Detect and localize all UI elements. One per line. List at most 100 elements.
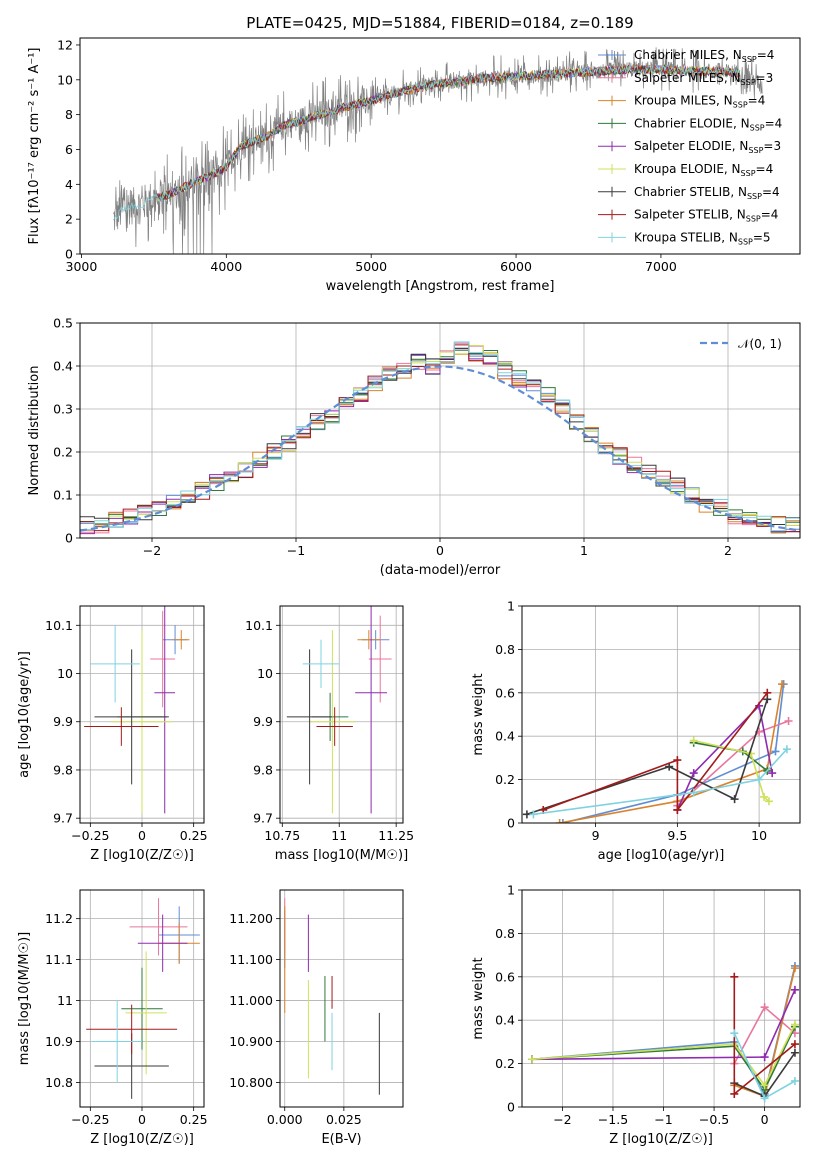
age-vs-mass-panel: 10.75 11 11.25 9.7 9.8 9.9 10 10.1 mass [log10(M…: [245, 605, 414, 863]
plot-frame: [521, 889, 801, 1108]
weight-point-marker: [790, 1076, 799, 1085]
plot-area: [86, 898, 200, 1099]
legend-label: 𝒩(0, 1): [738, 337, 782, 351]
legend-value: =4: [757, 48, 775, 62]
y-tick-label: 10: [257, 666, 273, 681]
model-spectrum-kroupa-elodie: [156, 65, 741, 203]
plot-area: [112, 47, 763, 254]
y-tick-label: 0.1: [53, 488, 73, 503]
x-tick-label: −0.5: [699, 1112, 729, 1127]
weight-point-marker: [760, 792, 769, 801]
x-tick-label: 0: [436, 543, 444, 558]
weight-point-marker: [778, 680, 787, 689]
legend-label: Salpeter STELIB, NSSP=4: [634, 208, 778, 224]
x-tick-label: 9.5: [667, 828, 687, 843]
plot-frame: [79, 889, 205, 1108]
weight-line-salpeter-elodie: [676, 704, 773, 811]
y-tick-label: 9.8: [53, 762, 73, 777]
weight-line-kroupa-miles: [559, 683, 783, 823]
x-tick-label: −2: [553, 1112, 571, 1127]
y-axis-label: Flux [fλ10⁻¹⁷ erg cm⁻² s⁻¹ A⁻¹]: [27, 48, 42, 245]
y-tick-label: 0.4: [495, 1013, 515, 1028]
weight-line-kroupa-stelib: [533, 748, 788, 816]
legend-subscript: SSP: [738, 237, 753, 246]
spectrum-panel: 3000 4000 5000 6000 7000 0 2 4 6 8 10 12 wavelength …: [27, 37, 801, 294]
y-tick-label: 2: [65, 212, 73, 227]
plot-frame: [521, 605, 801, 824]
x-axis-label: mass [log10(M/M☉)]: [275, 848, 408, 863]
weight-line-chabrier-elodie: [532, 1026, 796, 1092]
weight-point-marker: [555, 819, 564, 823]
legend-value: =5: [753, 230, 771, 244]
model-spectrum-salpeter-stelib: [156, 64, 741, 201]
y-tick-label: 0.5: [53, 316, 73, 331]
legend-label: Kroupa MILES, NSSP=4: [634, 94, 765, 110]
x-tick-label: 1: [580, 543, 588, 558]
legend-subscript: SSP: [742, 55, 757, 64]
x-tick-label: 7000: [645, 259, 677, 274]
x-axis-label: age [log10(age/yr)]: [598, 848, 725, 863]
histogram-step-chabrier-stelib: [80, 347, 800, 528]
x-tick-label: 0.025: [326, 1112, 362, 1127]
y-tick-label: 0: [65, 247, 73, 262]
weight-point-marker: [689, 736, 698, 745]
weight-point-marker: [730, 795, 739, 804]
y-axis-label: mass weight: [471, 673, 486, 755]
legend-label: Chabrier ELODIE, NSSP=4: [634, 116, 782, 132]
weight-vs-age-panel: 9 9.5 10 0 0.2 0.4 0.6 0.8 1 age [log10(age/yr)] m…: [471, 599, 801, 863]
y-tick-label: 0: [507, 816, 515, 831]
legend-label: Kroupa ELODIE, NSSP=4: [634, 162, 773, 178]
y-tick-label: 9.9: [53, 714, 73, 729]
y-tick-label: 11: [57, 993, 73, 1008]
y-tick-label: 6: [65, 142, 73, 157]
legend-value: =4: [756, 162, 774, 176]
x-tick-label: 0: [138, 828, 146, 843]
weight-point-marker: [528, 1055, 537, 1064]
y-tick-label: 9.8: [253, 762, 273, 777]
y-tick-label: 0: [65, 531, 73, 546]
x-tick-label: 11.25: [378, 828, 414, 843]
y-tick-label: 10: [57, 666, 73, 681]
weight-point-marker: [771, 747, 780, 756]
x-axis-label: E(B-V): [321, 1132, 361, 1147]
x-axis-label: (data-model)/error: [380, 563, 501, 578]
weight-vs-metallicity-panel: −2 −1.5 −1 −0.5 0 0 0.2 0.4 0.6 0.8 1 Z [log10(Z/Z☉…: [471, 883, 801, 1147]
y-tick-label: 0.4: [53, 359, 73, 374]
y-tick-label: 0.3: [53, 402, 73, 417]
plot-frame: [79, 605, 205, 824]
plot-area: [528, 961, 799, 1103]
y-tick-label: 0.4: [495, 729, 515, 744]
legend-label: Salpeter ELODIE, NSSP=3: [634, 139, 781, 155]
y-tick-label: 11.2: [45, 911, 73, 926]
weight-point-marker: [790, 1020, 799, 1029]
y-tick-label: 10: [57, 72, 73, 87]
y-tick-label: 0.2: [495, 772, 515, 787]
x-tick-label: −0.25: [71, 1112, 109, 1127]
figure-title: PLATE=0425, MJD=51884, FIBERID=0184, z=0…: [246, 14, 633, 32]
weight-point-marker: [755, 775, 764, 784]
x-tick-label: 9: [592, 828, 600, 843]
normal-distribution-curve: [80, 365, 800, 532]
x-tick-label: 0.25: [180, 828, 208, 843]
legend-value: =4: [761, 208, 779, 222]
x-axis-label: wavelength [Angstrom, rest frame]: [326, 279, 555, 294]
plot-frame: [279, 889, 404, 1108]
plot-frame: [79, 37, 801, 255]
legend-subscript: SSP: [741, 169, 756, 178]
y-tick-label: 9.7: [253, 811, 273, 826]
plot-area: [286, 606, 392, 814]
legend-subscript: SSP: [741, 78, 756, 87]
weight-point-marker: [764, 797, 773, 806]
y-tick-label: 0.6: [495, 685, 515, 700]
weight-point-marker: [673, 756, 682, 765]
y-axis-label: Normed distribution: [27, 366, 42, 496]
y-tick-label: 11.000: [229, 993, 273, 1008]
plot-frame: [279, 605, 404, 824]
x-tick-label: 11: [331, 828, 347, 843]
legend-label: Salpeter MILES, NSSP=3: [634, 71, 773, 87]
x-tick-label: 0.25: [180, 1112, 208, 1127]
y-tick-label: 8: [65, 107, 73, 122]
model-spectrum-kroupa-stelib: [112, 63, 741, 221]
plot-area: [522, 680, 793, 823]
y-tick-label: 0: [507, 1100, 515, 1115]
